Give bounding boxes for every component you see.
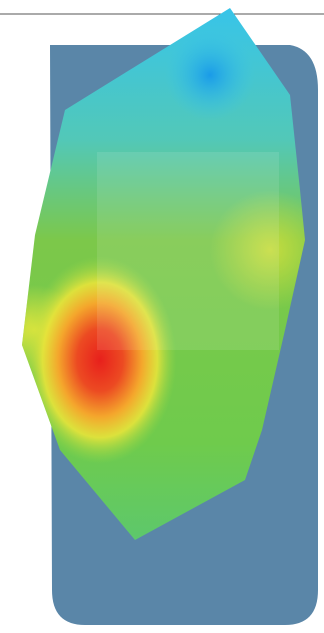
selection-box xyxy=(97,152,279,350)
